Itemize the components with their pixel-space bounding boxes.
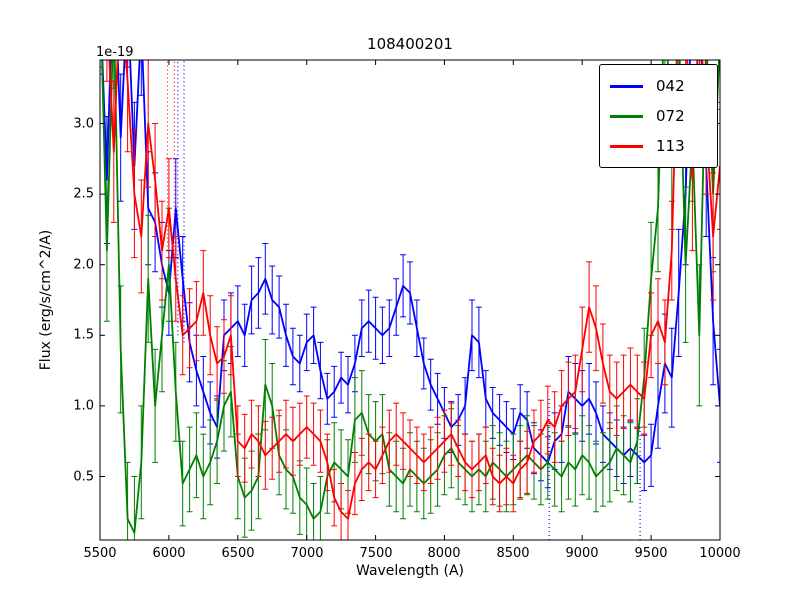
- x-tick-label: 10000: [699, 546, 741, 561]
- x-tick-label: 7000: [290, 546, 324, 561]
- x-tick-label: 8500: [496, 546, 530, 561]
- legend-entry-072: 072: [610, 101, 707, 131]
- chart-title: 108400201: [367, 35, 453, 53]
- y-tick-label: 3.0: [73, 116, 94, 132]
- legend-line-swatch: [610, 114, 643, 118]
- y-tick-label: 1.0: [73, 398, 94, 414]
- x-tick-label: 5500: [83, 546, 117, 561]
- y-offset-label: 1e-19: [96, 45, 134, 60]
- legend-line-swatch: [610, 144, 643, 148]
- legend-label: 113: [656, 137, 685, 155]
- x-tick-label: 6500: [221, 546, 255, 561]
- x-tick-label: 8000: [427, 546, 461, 561]
- legend: 042 072 113: [599, 64, 718, 168]
- x-tick-label: 6000: [152, 546, 186, 561]
- legend-label: 072: [656, 107, 685, 125]
- legend-entry-113: 113: [610, 131, 707, 161]
- y-tick-label: 1.5: [73, 327, 94, 343]
- legend-label: 042: [656, 77, 685, 95]
- x-tick-label: 7500: [359, 546, 393, 561]
- x-tick-label: 9500: [634, 546, 668, 561]
- y-tick-label: 2.5: [73, 186, 94, 202]
- legend-line-swatch: [610, 84, 643, 88]
- x-axis-label: Wavelength (A): [355, 563, 465, 579]
- legend-entry-042: 042: [610, 71, 707, 101]
- y-axis-label: Flux (erg/s/cm^2/A): [38, 229, 54, 371]
- x-tick-label: 9000: [565, 546, 599, 561]
- y-tick-label: 0.5: [73, 469, 94, 485]
- y-tick-label: 2.0: [73, 257, 94, 273]
